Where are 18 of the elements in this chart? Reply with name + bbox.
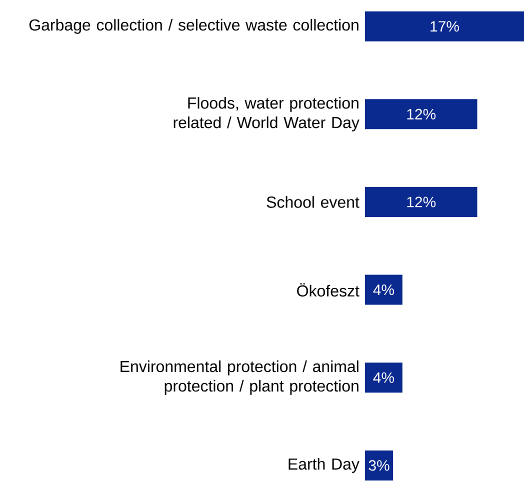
y-tick-label: Floods, water protection related / World Water Day bbox=[174, 96, 360, 132]
y-tick-label: Earth Day bbox=[288, 458, 360, 473]
data-label: 12% bbox=[407, 108, 436, 120]
bar bbox=[365, 11, 524, 42]
y-tick-label: Ökofeszt bbox=[297, 283, 360, 297]
data-label: 4% bbox=[373, 284, 394, 296]
y-tick-label: Environmental protection / animal protection / plant protection bbox=[120, 360, 358, 395]
data-label: 12% bbox=[407, 196, 436, 208]
bar bbox=[365, 362, 402, 393]
data-label: 3% bbox=[368, 460, 390, 471]
bar bbox=[365, 99, 478, 130]
bar bbox=[365, 186, 478, 217]
bar bbox=[365, 450, 394, 480]
bar bbox=[365, 274, 402, 305]
data-label: 4% bbox=[373, 372, 394, 383]
data-label: 17% bbox=[430, 21, 459, 32]
y-tick-label: School event bbox=[266, 196, 360, 208]
y-tick-label: Garbage collection / selective waste collection bbox=[29, 18, 358, 34]
